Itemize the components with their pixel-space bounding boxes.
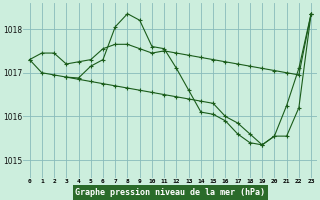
X-axis label: Graphe pression niveau de la mer (hPa): Graphe pression niveau de la mer (hPa) [75,188,265,197]
